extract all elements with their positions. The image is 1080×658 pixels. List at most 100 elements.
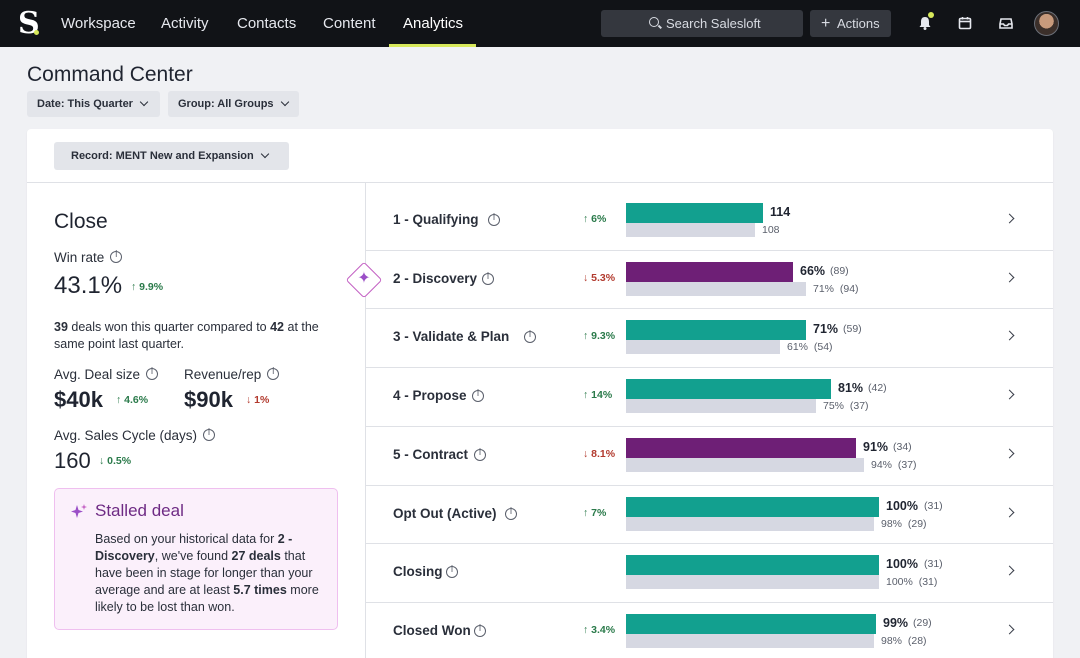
chevron-right-icon[interactable] [1004, 565, 1015, 576]
row-divider [366, 543, 1053, 544]
cycle-value: 160 [54, 448, 91, 473]
stalled-deal-card[interactable]: Stalled deal Based on your historical da… [54, 488, 338, 630]
sparkle-icon [71, 504, 87, 518]
nav-activity[interactable]: Activity [161, 15, 209, 32]
current-count: (42) [868, 382, 887, 395]
avg-deal-delta: ↑ 4.6% [116, 394, 149, 406]
info-icon[interactable] [482, 272, 494, 285]
actions-button[interactable]: + Actions [810, 10, 891, 37]
previous-value: 100% (31) [886, 576, 938, 589]
nav-contacts[interactable]: Contacts [237, 15, 297, 32]
stage-row[interactable]: Opt Out (Active) ↑ 7% 100% (31) 98% (29) [366, 485, 1053, 544]
stage-row[interactable]: 4 - Propose ↑ 14% 81% (42) 75% (37) [366, 367, 1053, 426]
actions-label: Actions [837, 16, 880, 31]
stage-row[interactable]: Closed Won ↑ 3.4% 99% (29) 98% (28) [366, 602, 1053, 658]
chevron-right-icon[interactable] [1004, 330, 1015, 341]
current-bar [626, 203, 763, 223]
row-divider [366, 250, 1053, 251]
info-icon[interactable] [505, 507, 517, 520]
plus-icon: + [821, 15, 831, 32]
info-icon[interactable] [446, 565, 458, 579]
row-divider [366, 602, 1053, 603]
info-icon[interactable] [146, 367, 159, 380]
chevron-right-icon[interactable] [1004, 389, 1015, 400]
stage-row[interactable]: 1 - Qualifying ↑ 6% 114 108 [366, 191, 1053, 250]
info-icon[interactable] [474, 448, 486, 461]
current-bar [626, 379, 831, 400]
top-nav: S Workspace Activity Contacts Content An… [0, 0, 1080, 47]
stage-name: Opt Out (Active) [393, 505, 497, 521]
stage-delta: ↑ 7% [583, 506, 607, 519]
chevron-down-icon [260, 149, 269, 159]
bell-icon[interactable] [917, 15, 933, 31]
divider [27, 182, 1053, 183]
close-title: Close [54, 210, 108, 233]
current-count: (29) [913, 616, 932, 629]
stalled-deal-text: Based on your historical data for 2 - Di… [95, 532, 319, 614]
current-bar [626, 437, 856, 458]
inbox-icon[interactable] [998, 15, 1014, 31]
sparkle-icon: ✦ [357, 270, 371, 287]
stage-row[interactable]: 2 - Discovery ↓ 5.3% 66% (89) 71% (94) [366, 250, 1053, 309]
current-count: (89) [830, 264, 849, 277]
current-value: 81% [838, 381, 864, 396]
current-value: 100% [886, 557, 918, 572]
deals-summary: 39 deals won this quarter compared to 42… [54, 320, 319, 351]
record-filter-dropdown[interactable]: Record: MENT New and Expansion [54, 142, 289, 170]
info-icon[interactable] [203, 428, 216, 441]
row-divider [366, 308, 1053, 309]
rev-rep-delta: ↓ 1% [246, 394, 270, 406]
info-icon[interactable] [267, 367, 280, 380]
nav-analytics[interactable]: Analytics [403, 15, 464, 32]
search-icon [649, 17, 659, 27]
notification-dot [928, 12, 934, 18]
chevron-right-icon[interactable] [1004, 213, 1015, 224]
chevron-right-icon[interactable] [1004, 624, 1015, 635]
nav-content[interactable]: Content [323, 15, 376, 32]
current-count: (34) [893, 440, 912, 453]
previous-value: 71% (94) [813, 282, 859, 295]
chevron-right-icon[interactable] [1004, 507, 1015, 517]
row-divider [366, 426, 1053, 427]
info-icon[interactable] [488, 213, 500, 226]
previous-bar [626, 281, 806, 296]
group-filter-dropdown[interactable]: Group: All Groups [168, 91, 299, 117]
current-bar [626, 320, 806, 341]
chevron-right-icon[interactable] [1004, 448, 1015, 459]
stage-name: 3 - Validate & Plan [393, 329, 510, 345]
date-filter-dropdown[interactable]: Date: This Quarter [27, 91, 160, 117]
avg-deal-label: Avg. Deal size [54, 367, 159, 382]
current-value: 114 [770, 205, 791, 219]
search-input[interactable]: Search Salesloft [601, 10, 803, 37]
current-value: 99% [883, 615, 909, 630]
current-count: (31) [924, 499, 943, 512]
win-rate-delta: ↑ 9.9% [131, 281, 164, 293]
info-icon[interactable] [474, 624, 486, 637]
previous-value: 108 [762, 224, 780, 236]
stage-row[interactable]: 5 - Contract ↓ 8.1% 91% (34) 94% (37) [366, 426, 1053, 485]
stage-name: Closed Won [393, 622, 471, 638]
current-bar [626, 613, 876, 634]
chevron-down-icon [139, 97, 149, 107]
stage-row[interactable]: 3 - Validate & Plan ↑ 9.3% 71% (59) 61% (54) [366, 308, 1053, 367]
chevron-down-icon [280, 97, 289, 107]
previous-value: 75% (37) [823, 400, 869, 413]
current-count: (31) [924, 558, 943, 571]
info-icon[interactable] [110, 250, 123, 263]
rev-rep-label: Revenue/rep [184, 367, 280, 382]
group-filter-label: Group: All Groups [178, 98, 274, 110]
cycle-label: Avg. Sales Cycle (days) [54, 428, 216, 443]
avatar[interactable] [1034, 11, 1059, 36]
info-icon[interactable] [472, 389, 484, 403]
rev-rep-value: $90k [184, 387, 233, 412]
previous-bar [626, 633, 874, 648]
info-icon[interactable] [524, 330, 536, 344]
calendar-icon[interactable] [957, 15, 973, 31]
win-rate-value: 43.1% [54, 272, 123, 299]
previous-bar [626, 223, 755, 237]
stage-row[interactable]: Closing 100% (31) 100% (31) [366, 543, 1053, 602]
nav-workspace[interactable]: Workspace [61, 15, 136, 32]
stage-name: 4 - Propose [393, 388, 467, 404]
logo-dot [34, 30, 39, 35]
chevron-right-icon[interactable] [1004, 272, 1015, 283]
